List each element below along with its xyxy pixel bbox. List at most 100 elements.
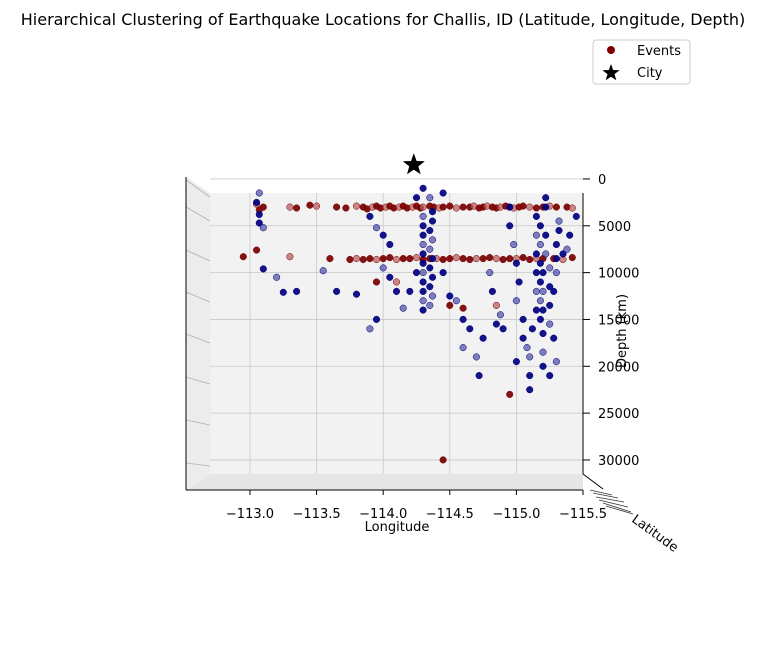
data-point	[515, 278, 523, 286]
data-point	[346, 255, 354, 264]
latitude-tick-clutter	[589, 489, 634, 515]
data-point	[255, 210, 263, 219]
data-point	[466, 325, 474, 333]
left-side-pane	[186, 177, 210, 490]
data-point	[506, 390, 514, 398]
x-tick-label: −114.0	[359, 507, 407, 522]
data-point	[446, 292, 454, 300]
data-point	[399, 304, 407, 312]
data-point	[428, 236, 437, 244]
data-point	[406, 287, 414, 295]
data-point	[539, 287, 547, 295]
z-tick-label: 10000	[598, 267, 639, 282]
back-pane	[210, 193, 583, 474]
data-point	[406, 255, 414, 263]
data-point	[439, 456, 447, 464]
data-point	[439, 203, 447, 211]
data-point	[519, 315, 527, 323]
data-point	[419, 240, 427, 249]
data-point	[492, 320, 500, 328]
data-point	[293, 287, 301, 295]
data-point	[506, 222, 514, 230]
data-point	[379, 231, 387, 239]
data-point	[526, 255, 534, 264]
data-point	[426, 245, 434, 253]
data-point	[550, 334, 558, 342]
data-point	[392, 255, 401, 264]
x-axis-label: Longitude	[365, 520, 430, 535]
data-point	[419, 269, 427, 277]
z-tick-label: 15000	[598, 313, 639, 328]
data-point	[552, 269, 560, 277]
data-point	[539, 269, 547, 277]
data-point	[519, 202, 527, 210]
data-point	[572, 212, 580, 220]
data-point	[459, 203, 467, 211]
data-point	[488, 287, 496, 295]
data-point	[532, 287, 540, 295]
data-point	[286, 253, 294, 261]
data-point	[255, 219, 263, 227]
data-point	[273, 273, 281, 281]
data-point	[333, 287, 341, 295]
data-point	[532, 306, 540, 314]
data-point	[286, 203, 294, 211]
data-point	[512, 358, 520, 366]
data-point	[386, 254, 394, 262]
data-point	[546, 283, 554, 291]
data-point	[439, 269, 447, 277]
data-point	[479, 255, 487, 263]
data-point	[563, 245, 571, 253]
data-point	[452, 204, 460, 212]
data-point	[386, 273, 394, 281]
data-point	[253, 198, 261, 206]
data-point	[532, 204, 540, 212]
data-point	[372, 278, 381, 286]
data-point	[428, 208, 437, 216]
data-point	[419, 278, 427, 286]
data-point	[259, 224, 267, 232]
data-point	[542, 231, 550, 239]
data-point	[526, 203, 534, 211]
data-point	[419, 184, 427, 192]
data-point	[326, 255, 334, 263]
z-tick-label: 5000	[598, 220, 631, 235]
y-axis-line	[582, 473, 604, 490]
data-point	[568, 204, 576, 212]
data-point	[555, 226, 563, 235]
data-point	[372, 315, 381, 323]
data-point	[528, 325, 536, 333]
data-point	[419, 259, 427, 267]
data-point	[446, 202, 454, 210]
data-point	[366, 212, 374, 220]
data-point	[419, 297, 427, 305]
data-point	[539, 362, 547, 370]
z-ticks: 0 5000 10000 15000 20000 25000 30000	[583, 173, 639, 469]
data-point	[532, 269, 540, 277]
data-point	[552, 240, 560, 249]
legend-city-label: City	[637, 66, 663, 81]
data-point	[419, 250, 427, 258]
data-point	[486, 254, 494, 262]
data-point	[506, 203, 514, 211]
data-point	[552, 358, 560, 366]
legend-city-marker	[602, 64, 620, 81]
z-axis-label: Depth (km)	[615, 294, 630, 368]
data-point	[419, 222, 427, 230]
data-point	[386, 240, 394, 249]
data-point	[392, 278, 401, 286]
data-point	[379, 255, 387, 263]
legend-frame	[592, 39, 691, 85]
data-point	[446, 255, 454, 263]
data-point	[542, 194, 550, 202]
z-tick-label: 0	[598, 173, 606, 188]
data-point	[313, 202, 321, 210]
data-point	[428, 292, 437, 300]
data-point	[542, 250, 550, 258]
data-point	[439, 189, 447, 197]
floor-pane	[186, 474, 583, 490]
data-point	[372, 255, 381, 264]
data-point	[359, 255, 367, 264]
data-point	[372, 224, 381, 232]
data-point	[546, 320, 554, 328]
